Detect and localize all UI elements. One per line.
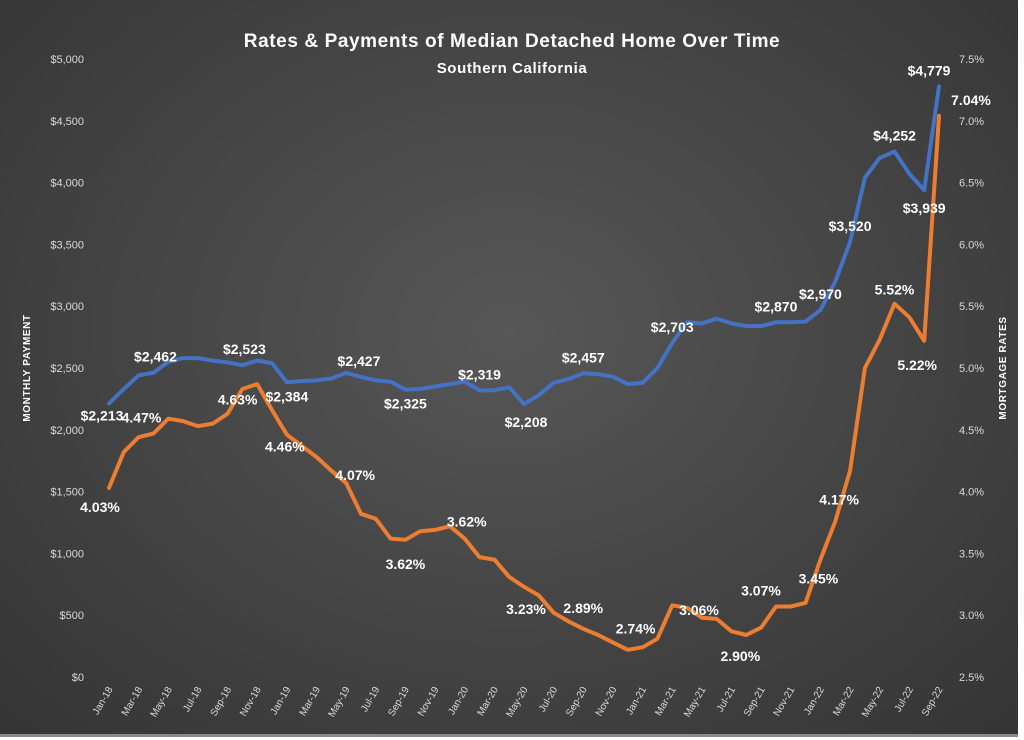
x-tick-label: Jan-20 xyxy=(446,685,471,717)
right-tick-label: 3.0% xyxy=(959,610,984,622)
rate-data-label: 4.03% xyxy=(80,499,120,515)
rate-data-label: 3.45% xyxy=(799,571,839,587)
x-tick-label: Mar-22 xyxy=(831,685,857,718)
x-tick-label: Sep-20 xyxy=(564,685,590,719)
left-tick-label: $3,500 xyxy=(50,239,84,251)
x-tick-label: Jul-18 xyxy=(181,685,204,714)
left-tick-label: $5,000 xyxy=(50,54,84,66)
rate-data-label: 5.22% xyxy=(897,357,937,373)
payment-data-label: $2,462 xyxy=(134,349,177,365)
x-tick-label: May-18 xyxy=(149,685,175,720)
left-tick-label: $1,500 xyxy=(50,487,84,499)
right-tick-label: 5.5% xyxy=(959,301,984,313)
left-axis-title: MONTHLY PAYMENT xyxy=(22,314,33,421)
x-tick-label: Jul-19 xyxy=(359,685,382,714)
x-tick-label: Nov-21 xyxy=(772,685,798,719)
rate-data-label: 2.89% xyxy=(563,600,603,616)
left-tick-label: $500 xyxy=(60,610,84,622)
right-axis-title: MORTGAGE RATES xyxy=(998,316,1009,419)
chart-title: Rates & Payments of Median Detached Home… xyxy=(244,31,780,52)
payment-data-label: $2,457 xyxy=(562,349,605,365)
rate-data-label: 4.07% xyxy=(335,467,375,483)
series-lines xyxy=(107,84,941,652)
rate-data-label: 4.17% xyxy=(819,492,859,508)
payment-data-label: $3,939 xyxy=(903,200,946,216)
x-tick-label: Mar-20 xyxy=(476,685,502,718)
payment-data-label: $2,208 xyxy=(505,414,548,430)
x-tick-label: May-19 xyxy=(327,685,353,720)
left-tick-label: $4,500 xyxy=(50,116,84,128)
right-axis-ticks: 2.5% 3.0% 3.5% 4.0% 4.5% 5.0% 5.5% 6.0% 6.5% 7.0%… xyxy=(959,54,984,684)
payment-data-label: $2,427 xyxy=(338,353,381,369)
rate-data-label: 5.52% xyxy=(875,282,915,298)
right-tick-label: 7.0% xyxy=(959,116,984,128)
right-tick-label: 7.5% xyxy=(959,54,984,66)
rate-data-label: 3.62% xyxy=(447,514,487,530)
x-tick-label: Mar-18 xyxy=(120,685,146,718)
x-tick-label: Mar-21 xyxy=(653,685,679,718)
rate-data-label: 3.06% xyxy=(679,602,719,618)
left-axis-ticks: $0 $500 $1,000 $1,500 $2,000 $2,500 $3,000 $3,5… xyxy=(50,54,84,684)
x-tick-label: May-20 xyxy=(504,685,530,720)
rate-data-label: 2.74% xyxy=(616,620,656,636)
left-tick-label: $0 xyxy=(72,672,84,684)
payment-data-label: $2,523 xyxy=(223,341,266,357)
payment-data-label: $2,213 xyxy=(81,407,124,423)
rate-data-label: 3.07% xyxy=(741,583,781,599)
x-tick-label: Jan-19 xyxy=(269,685,294,717)
payment-data-label: $2,319 xyxy=(458,366,501,382)
right-tick-label: 6.0% xyxy=(959,239,984,251)
x-tick-label: Sep-18 xyxy=(209,685,235,719)
payment-data-label: $3,520 xyxy=(829,218,872,234)
x-tick-label: Sep-22 xyxy=(920,685,946,719)
right-tick-label: 5.0% xyxy=(959,363,984,375)
x-tick-label: Nov-19 xyxy=(416,685,442,719)
x-tick-label: May-22 xyxy=(860,685,886,720)
rate-data-label: 4.63% xyxy=(218,392,258,408)
rate-data-label: 4.46% xyxy=(265,439,305,455)
x-tick-label: Jan-18 xyxy=(91,685,116,717)
right-tick-label: 3.5% xyxy=(959,548,984,560)
rate-data-label: 2.90% xyxy=(720,648,760,664)
x-tick-label: Sep-21 xyxy=(742,685,768,719)
right-tick-label: 2.5% xyxy=(959,672,984,684)
x-tick-label: Jul-22 xyxy=(893,685,916,714)
rate-data-label: 3.62% xyxy=(386,556,426,572)
payment-data-label: $2,384 xyxy=(265,388,308,404)
rate-data-label: 3.23% xyxy=(506,601,546,617)
payment-data-label: $2,970 xyxy=(799,286,842,302)
left-tick-label: $1,000 xyxy=(50,548,84,560)
left-tick-label: $3,000 xyxy=(50,301,84,313)
x-tick-label: Jan-21 xyxy=(624,685,649,717)
left-tick-label: $2,500 xyxy=(50,363,84,375)
x-tick-label: Jul-20 xyxy=(537,685,560,714)
payment-data-label: $4,252 xyxy=(873,127,916,143)
x-tick-label: Nov-20 xyxy=(594,685,620,719)
payment-data-label: $2,870 xyxy=(755,298,798,314)
payment-series-line xyxy=(107,84,941,407)
right-tick-label: 4.0% xyxy=(959,487,984,499)
rate-data-label: 7.04% xyxy=(951,92,991,108)
x-tick-label: Jan-22 xyxy=(802,685,827,717)
data-labels: $2,213 $2,462 $2,523 $2,384 $2,427 $2,325 $2,3… xyxy=(80,62,991,664)
left-tick-label: $2,000 xyxy=(50,425,84,437)
x-tick-label: Nov-18 xyxy=(238,685,264,719)
payment-data-label: $2,703 xyxy=(651,319,694,335)
payment-data-label: $4,779 xyxy=(908,62,951,78)
left-tick-label: $4,000 xyxy=(50,178,84,190)
x-tick-label: Mar-19 xyxy=(298,685,324,718)
right-tick-label: 4.5% xyxy=(959,425,984,437)
rate-series-line xyxy=(107,113,941,652)
rate-data-label: 4.47% xyxy=(122,410,162,426)
x-tick-label: Jul-21 xyxy=(715,685,738,714)
x-tick-label: Sep-19 xyxy=(386,685,412,719)
right-tick-label: 6.5% xyxy=(959,178,984,190)
payment-data-label: $2,325 xyxy=(384,396,427,412)
chart-subtitle: Southern California xyxy=(437,60,588,77)
x-tick-label: May-21 xyxy=(682,685,708,720)
x-axis-ticks: Jan-18 Mar-18 May-18 Jul-18 Sep-18 Nov-18 Jan-… xyxy=(91,685,946,720)
